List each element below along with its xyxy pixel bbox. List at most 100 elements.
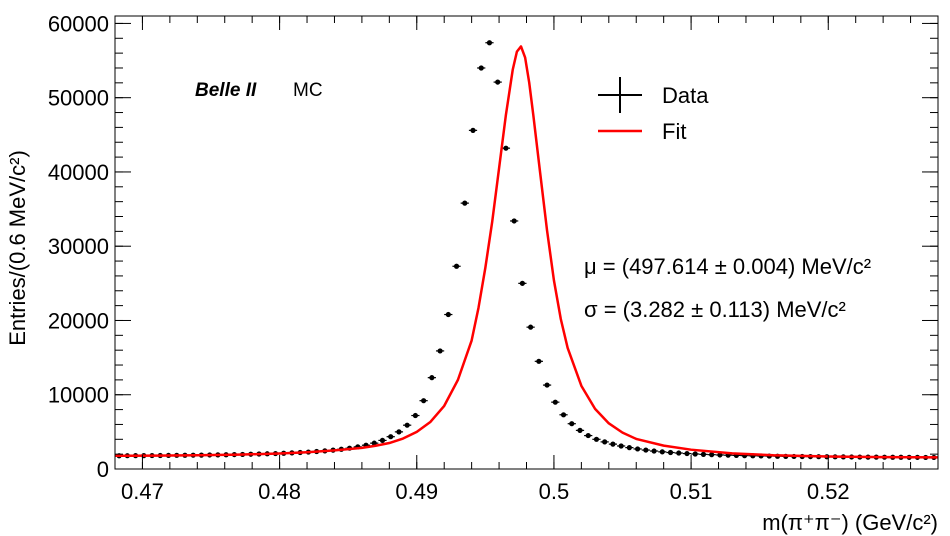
data-point-marker <box>552 399 558 405</box>
data-point <box>658 449 667 455</box>
data-point <box>715 452 725 458</box>
sigma-annotation: σ = (3.282 ± 0.113) MeV/c² <box>584 297 846 322</box>
data-point-marker <box>700 451 707 457</box>
data-point <box>370 440 379 446</box>
data-point-marker <box>478 65 484 71</box>
data-point <box>452 263 461 269</box>
data-point <box>617 443 626 449</box>
data-point-marker <box>495 79 501 85</box>
data-point <box>526 324 535 330</box>
data-point <box>674 450 683 456</box>
data-point <box>411 412 420 419</box>
data-point-marker <box>371 440 377 446</box>
data-point-marker <box>717 452 723 458</box>
x-tick-label: 0.49 <box>395 479 438 504</box>
data-point <box>510 218 519 224</box>
data-point-marker <box>486 40 493 46</box>
data-point-marker <box>577 427 583 433</box>
data-point-marker <box>651 448 657 454</box>
data-point-marker <box>602 439 608 445</box>
data-point-marker <box>536 358 542 364</box>
data-point-marker <box>388 434 394 440</box>
data-point-marker <box>429 375 435 381</box>
data-point-marker <box>404 422 410 428</box>
data-point-marker <box>519 280 525 286</box>
data-point <box>641 447 650 453</box>
data-point <box>493 79 502 85</box>
data-point <box>592 436 601 442</box>
y-tick-label: 60000 <box>48 11 109 36</box>
mu-annotation: μ = (497.614 ± 0.004) MeV/c² <box>584 254 871 279</box>
x-tick-label: 0.47 <box>121 479 164 504</box>
data-point <box>649 448 659 454</box>
x-axis-title: m(π⁺π⁻) (GeV/c²) <box>762 510 938 535</box>
data-point <box>666 449 675 456</box>
data-point <box>485 40 494 46</box>
y-tick-label: 0 <box>97 457 109 482</box>
data-point <box>600 439 609 445</box>
x-tick-label: 0.5 <box>539 479 570 504</box>
y-tick-label: 30000 <box>48 234 109 259</box>
data-point-marker <box>462 200 468 206</box>
data-point-marker <box>470 127 476 133</box>
data-point-marker <box>544 382 550 388</box>
data-point-marker <box>503 145 509 151</box>
data-point-marker <box>692 451 698 457</box>
data-point <box>378 437 387 444</box>
data-point <box>460 200 469 206</box>
data-point <box>518 280 527 286</box>
legend-fit-label: Fit <box>662 119 686 144</box>
data-point-marker <box>412 412 418 419</box>
data-point-marker <box>379 437 386 444</box>
data-point-marker <box>421 398 427 404</box>
data-point-marker <box>396 429 402 435</box>
data-point <box>501 145 511 151</box>
data-point-marker <box>560 412 567 418</box>
data-point-marker <box>437 348 443 354</box>
data-point-marker <box>709 452 715 458</box>
y-tick-label: 40000 <box>48 160 109 185</box>
x-tick-label: 0.52 <box>807 479 850 504</box>
data-point <box>633 446 642 452</box>
data-point-marker <box>593 436 600 442</box>
data-point-marker <box>585 432 591 439</box>
data-point-marker <box>643 447 649 453</box>
data-point-marker <box>684 450 690 457</box>
data-point <box>584 432 593 439</box>
y-tick-label: 10000 <box>48 383 109 408</box>
y-tick-label: 50000 <box>48 86 109 111</box>
data-point <box>625 445 634 451</box>
data-point <box>534 358 543 364</box>
data-point <box>559 412 568 418</box>
data-point <box>427 375 436 381</box>
data-point <box>551 399 560 405</box>
data-point <box>699 451 708 457</box>
ticks-layer: 0.47 0.48 0.49 0.5 0.51 0.52 0 10000 20000 30000 4… <box>48 11 939 504</box>
data-point <box>419 398 428 404</box>
y-axis-title: Entries/(0.6 MeV/c²) <box>5 150 30 346</box>
data-point <box>682 450 692 457</box>
data-point <box>477 65 486 71</box>
data-point-marker <box>569 421 575 427</box>
legend-data-label: Data <box>662 83 709 108</box>
fit-curve <box>114 45 939 459</box>
data-point <box>567 421 576 427</box>
data-point <box>575 427 585 433</box>
data-point-marker <box>676 450 682 456</box>
data-point-marker <box>626 445 632 451</box>
data-point-marker <box>610 441 616 447</box>
data-point-marker <box>511 218 517 224</box>
marks-layer <box>114 40 939 461</box>
sim-label: MC <box>293 80 323 101</box>
data-point-marker <box>453 263 460 269</box>
data-point <box>386 434 395 440</box>
legend: Data Fit <box>598 77 709 144</box>
data-point-marker <box>528 324 534 330</box>
x-tick-label: 0.48 <box>258 479 301 504</box>
data-point <box>542 382 552 388</box>
data-point <box>608 441 618 447</box>
data-point <box>468 127 478 133</box>
data-point-marker <box>618 443 624 449</box>
data-point <box>691 451 700 457</box>
